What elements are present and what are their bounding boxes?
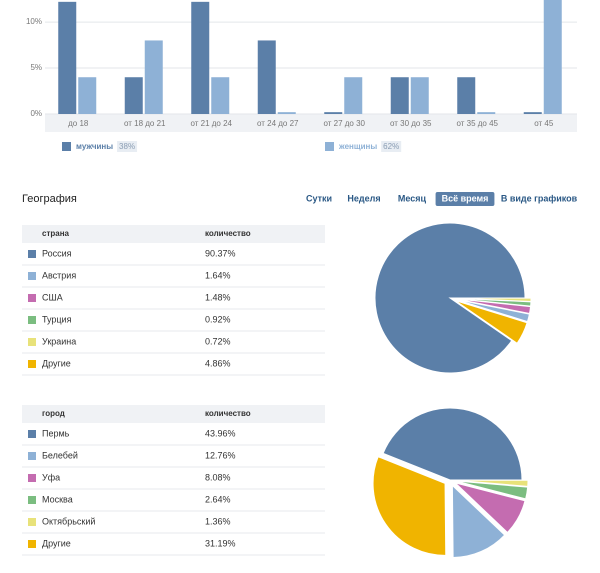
pie-slice: [455, 297, 532, 303]
row-swatch: [28, 474, 36, 482]
y-tick-label: 5%: [30, 63, 42, 72]
pie-slice: [451, 484, 506, 559]
row-value: 1.36%: [205, 516, 231, 526]
row-name: США: [42, 292, 63, 302]
bar: [144, 40, 163, 114]
row-name: Другие: [42, 538, 71, 548]
x-tick-label: от 21 до 24: [190, 119, 232, 128]
tab-active-bg: [435, 192, 495, 206]
pie-slice: [455, 300, 528, 344]
bar: [410, 77, 429, 114]
row-value: 4.86%: [205, 358, 231, 368]
tab[interactable]: Всё время: [442, 193, 489, 203]
row-name: Пермь: [42, 428, 70, 438]
row-swatch: [28, 540, 36, 548]
row-value: 8.08%: [205, 472, 231, 482]
legend-label: мужчины: [76, 142, 113, 151]
legend-label: женщины: [338, 142, 377, 151]
y-tick-label: 0%: [30, 109, 42, 118]
row-swatch: [28, 338, 36, 346]
legend-share: 38%: [119, 142, 135, 151]
bar: [344, 77, 363, 114]
x-tick-label: от 30 до 35: [390, 119, 432, 128]
table-header-bg: [22, 225, 325, 243]
row-swatch: [28, 316, 36, 324]
bars: [58, 0, 562, 114]
pie-slice: [372, 456, 447, 556]
tab[interactable]: Сутки: [306, 193, 332, 203]
bar: [191, 1, 210, 114]
row-swatch: [28, 496, 36, 504]
row-name: Белебей: [42, 450, 78, 460]
table-header: количество: [205, 229, 251, 238]
row-value: 0.92%: [205, 314, 231, 324]
x-tick-label: до 18: [68, 119, 89, 128]
row-value: 1.48%: [205, 292, 231, 302]
bar: [257, 40, 276, 114]
row-value: 12.76%: [205, 450, 236, 460]
pie-slice: [382, 407, 523, 481]
bar: [523, 112, 542, 114]
row-value: 0.72%: [205, 336, 231, 346]
row-name: Австрия: [42, 270, 76, 280]
tab[interactable]: Неделя: [347, 193, 380, 203]
row-name: Уфа: [42, 472, 60, 482]
row-swatch: [28, 360, 36, 368]
table-header: город: [42, 409, 65, 418]
x-tick-label: от 35 до 45: [456, 119, 498, 128]
row-name: Россия: [42, 248, 72, 258]
x-tick-label: от 45: [534, 119, 554, 128]
row-swatch: [28, 518, 36, 526]
row-name: Украина: [42, 336, 76, 346]
legend-share: 62%: [383, 142, 399, 151]
row-name: Другие: [42, 358, 71, 368]
bar: [324, 112, 343, 114]
row-name: Москва: [42, 494, 73, 504]
pie-slice: [455, 480, 529, 500]
row-value: 43.96%: [205, 428, 236, 438]
pie-slice: [374, 222, 526, 374]
y-tick-label: 10%: [26, 17, 42, 26]
axis-strip: [45, 114, 577, 132]
x-tick-label: от 27 до 30: [323, 119, 365, 128]
pie-slice: [455, 298, 530, 323]
row-value: 31.19%: [205, 538, 236, 548]
row-swatch: [28, 452, 36, 460]
row-value: 1.64%: [205, 270, 231, 280]
legend-badge: [381, 141, 402, 152]
section-title: География: [22, 193, 77, 205]
bar: [277, 112, 296, 114]
bar: [211, 77, 230, 114]
table-header: страна: [42, 229, 70, 238]
bar: [457, 77, 476, 114]
legend-swatch: [325, 142, 334, 151]
bar: [543, 0, 562, 114]
x-tick-label: от 24 до 27: [257, 119, 299, 128]
pie-slice: [455, 479, 529, 487]
row-swatch: [28, 272, 36, 280]
row-swatch: [28, 430, 36, 438]
row-swatch: [28, 250, 36, 258]
bar: [477, 112, 496, 114]
row-name: Октябрьский: [42, 516, 95, 526]
row-name: Турция: [42, 314, 72, 324]
bar: [78, 77, 97, 114]
x-tick-label: от 18 до 21: [124, 119, 166, 128]
bar: [124, 77, 143, 114]
legend-swatch: [62, 142, 71, 151]
table-header: количество: [205, 409, 251, 418]
tab[interactable]: Месяц: [398, 193, 427, 203]
row-swatch: [28, 294, 36, 302]
row-value: 90.37%: [205, 248, 236, 258]
legend-badge: [117, 141, 138, 152]
table-header-bg: [22, 405, 325, 423]
pie-slice: [453, 481, 526, 534]
bar: [58, 1, 77, 114]
bar: [390, 77, 409, 114]
row-value: 2.64%: [205, 494, 231, 504]
tab[interactable]: В виде графиков: [501, 193, 578, 203]
